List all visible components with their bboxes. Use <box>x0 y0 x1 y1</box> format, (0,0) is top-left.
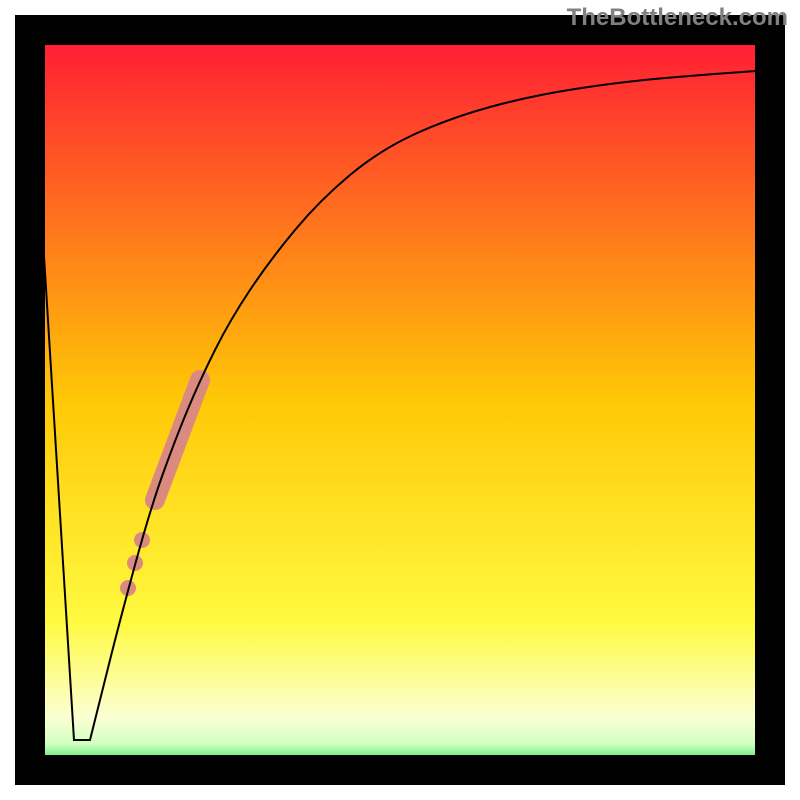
bottleneck-chart <box>0 0 800 800</box>
watermark-text: TheBottleneck.com <box>567 4 788 32</box>
chart-container: TheBottleneck.com <box>0 0 800 800</box>
